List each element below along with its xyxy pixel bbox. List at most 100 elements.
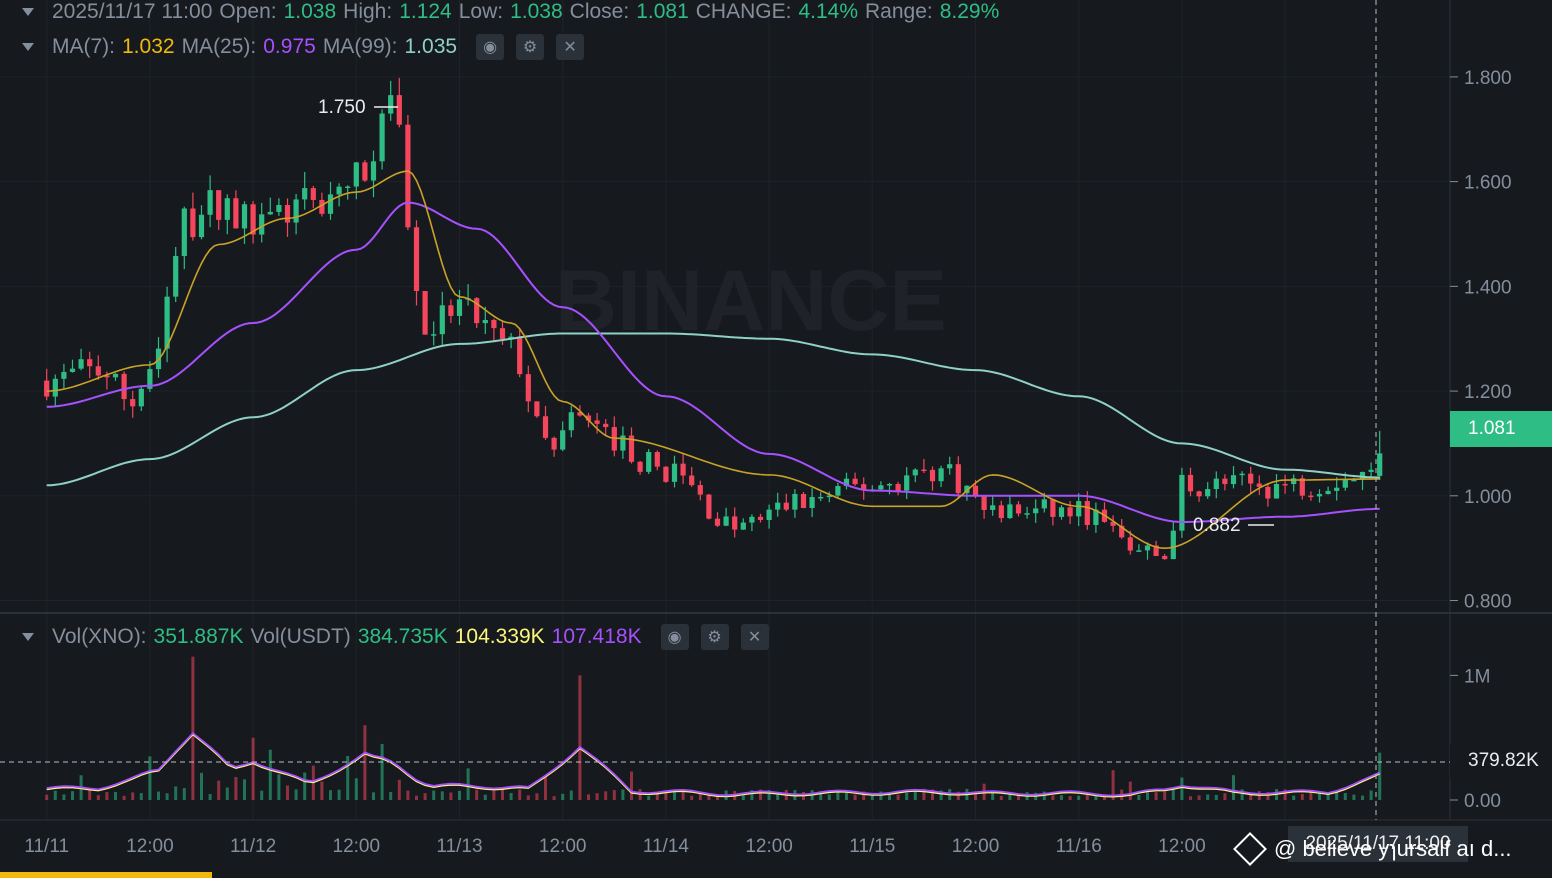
ma25-value: 0.975	[263, 35, 316, 58]
eye-icon[interactable]: ◉	[476, 34, 505, 60]
volume-bar	[655, 792, 659, 800]
candle-body	[663, 466, 669, 482]
volume-bar	[707, 793, 711, 800]
volume-bar	[888, 794, 891, 800]
candle-body	[1050, 499, 1056, 517]
close-value: 1.081	[636, 0, 689, 23]
volume-bar	[1077, 795, 1081, 800]
volume-bar	[277, 774, 281, 800]
candle-body	[1024, 513, 1030, 515]
volume-bar	[1214, 794, 1218, 800]
candle-body	[1058, 507, 1065, 517]
candle-body	[732, 516, 738, 530]
volume-bar	[518, 789, 522, 800]
eye-icon[interactable]: ◉	[660, 624, 689, 650]
volume-bar	[569, 790, 573, 800]
volume-bar	[1335, 792, 1339, 800]
volume-bar	[1180, 777, 1184, 800]
volume-bar	[1249, 794, 1253, 800]
volume-bar	[1283, 789, 1287, 800]
candle-body	[955, 464, 961, 494]
gear-icon[interactable]: ⚙	[700, 624, 729, 650]
candle-body	[267, 211, 273, 215]
volume-ma-line-1	[46, 733, 1381, 798]
candle-body	[345, 186, 351, 189]
volume-bar	[836, 791, 840, 800]
candle-body	[104, 375, 110, 378]
price-axis[interactable]: 1.800 1.600 1.400 1.200 1.000 0.800	[1450, 68, 1512, 613]
candle-body	[1110, 521, 1116, 526]
price-tick-label: 1.400	[1464, 277, 1512, 298]
volume-bar	[217, 780, 221, 800]
candle-body	[1205, 489, 1211, 497]
volume-bar	[1318, 791, 1321, 800]
candle-body	[654, 452, 660, 467]
volume-bar	[561, 793, 565, 800]
time-tick-label: 12:00	[126, 836, 174, 857]
close-icon[interactable]: ✕	[556, 34, 585, 60]
volume-bar	[1352, 794, 1356, 800]
volume-bar	[913, 790, 917, 800]
time-tick-label: 12:00	[952, 836, 1000, 857]
candle-body	[233, 198, 239, 229]
time-scrollbar[interactable]	[0, 872, 212, 878]
volume-bar	[604, 791, 608, 800]
candle-body	[482, 320, 488, 324]
volume-bar	[139, 793, 143, 800]
close-icon[interactable]: ✕	[740, 624, 769, 650]
range-value: 8.29%	[939, 0, 1000, 23]
candle-body	[319, 199, 325, 214]
time-tick-label: 11/12	[230, 836, 276, 857]
crosshair-time-label: 2025/11/17 11:00	[1288, 826, 1468, 862]
candle-body	[302, 188, 308, 200]
candle-body	[843, 478, 850, 487]
volume-bar	[896, 794, 900, 800]
volume-bar	[1266, 792, 1270, 800]
vol-usdt-label: Vol(USDT)	[250, 625, 351, 648]
gear-icon[interactable]: ⚙	[516, 34, 545, 60]
collapse-chevron-icon[interactable]	[22, 8, 34, 16]
volume-bar	[53, 790, 57, 800]
time-tick-label: 11/11	[24, 836, 69, 857]
volume-bar	[320, 781, 324, 800]
collapse-chevron-icon[interactable]	[22, 633, 34, 641]
volume-bar	[1008, 793, 1012, 800]
volume-bar	[587, 794, 590, 800]
candle-body	[362, 162, 368, 181]
candle-body	[818, 496, 824, 499]
volume-bar	[458, 790, 461, 800]
time-axis[interactable]: 11/11 12:00 11/12 12:00 11/13 12:00 11/14 12:00…	[24, 836, 1205, 857]
price-tick-label: 1.200	[1464, 382, 1512, 403]
candle-body	[250, 204, 256, 235]
candle-body	[1153, 545, 1159, 556]
candle-body	[542, 416, 549, 438]
candle-body	[95, 366, 101, 376]
candle-body	[207, 190, 213, 215]
volume-bar	[1223, 793, 1227, 800]
price-tick-label: 1.600	[1464, 173, 1512, 194]
candle-body	[560, 430, 566, 450]
volume-bar	[483, 794, 487, 800]
volume-bar	[535, 793, 539, 800]
volume-bar	[741, 794, 745, 800]
candle-body	[904, 475, 910, 491]
binance-diamond-icon	[1233, 832, 1267, 866]
candle-body	[1265, 486, 1271, 499]
candle-body	[1093, 509, 1099, 525]
volume-bar	[122, 795, 126, 800]
volume-bar	[1232, 775, 1235, 800]
time-tick-label: 11/14	[643, 836, 690, 857]
high-label: High:	[343, 0, 393, 23]
volume-bar	[346, 756, 350, 800]
candle-body	[198, 214, 205, 238]
volume-bar	[1189, 796, 1192, 800]
volume-bar	[354, 778, 358, 800]
volume-bar	[1085, 794, 1089, 800]
candle-body	[740, 522, 746, 530]
candle-body	[809, 497, 815, 508]
collapse-chevron-icon[interactable]	[22, 43, 34, 51]
ma99-label: MA(99):	[322, 35, 398, 58]
candle-body	[499, 328, 506, 339]
candle-body	[878, 485, 884, 490]
